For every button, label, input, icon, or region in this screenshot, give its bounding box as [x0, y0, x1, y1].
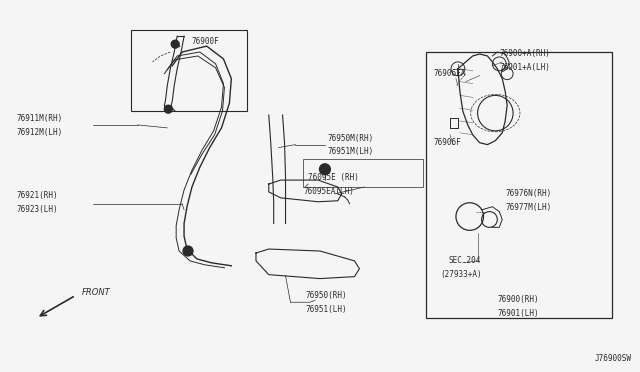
Text: 76900F: 76900F [192, 37, 220, 46]
Text: (27933+A): (27933+A) [440, 270, 482, 279]
Circle shape [183, 246, 193, 256]
Text: 76901+A(LH): 76901+A(LH) [499, 63, 550, 72]
Text: 76900+A(RH): 76900+A(RH) [499, 49, 550, 58]
Bar [426, 52, 612, 318]
Text: 76921(RH): 76921(RH) [17, 191, 58, 200]
Text: 76950(RH): 76950(RH) [305, 291, 347, 300]
Text: 76095EA(LH): 76095EA(LH) [303, 187, 354, 196]
Text: 76095E (RH): 76095E (RH) [308, 173, 359, 182]
Text: 76911M(RH): 76911M(RH) [17, 114, 63, 123]
Text: 76912M(LH): 76912M(LH) [17, 128, 63, 137]
Bar [303, 160, 424, 187]
Circle shape [319, 164, 330, 175]
Text: 76976N(RH): 76976N(RH) [505, 189, 552, 198]
Text: 76906F: 76906F [433, 138, 461, 147]
Circle shape [164, 105, 172, 113]
Circle shape [172, 40, 179, 48]
Text: SEC.204: SEC.204 [448, 256, 481, 265]
Text: 76923(LH): 76923(LH) [17, 205, 58, 214]
Text: 76906FA: 76906FA [433, 69, 466, 78]
Text: 76950M(RH): 76950M(RH) [328, 134, 374, 143]
Text: 76977M(LH): 76977M(LH) [505, 203, 552, 212]
Text: 76900(RH): 76900(RH) [497, 295, 539, 304]
Text: 76901(LH): 76901(LH) [497, 309, 539, 318]
Text: J76900SW: J76900SW [595, 355, 631, 363]
Text: 76951M(LH): 76951M(LH) [328, 147, 374, 157]
Bar [131, 31, 247, 111]
Text: 76951(LH): 76951(LH) [305, 305, 347, 314]
Text: FRONT: FRONT [82, 288, 110, 297]
